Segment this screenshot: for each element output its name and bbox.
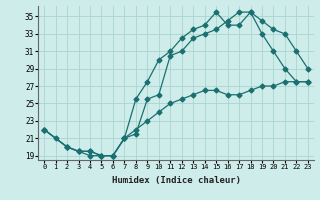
X-axis label: Humidex (Indice chaleur): Humidex (Indice chaleur) [111,176,241,185]
